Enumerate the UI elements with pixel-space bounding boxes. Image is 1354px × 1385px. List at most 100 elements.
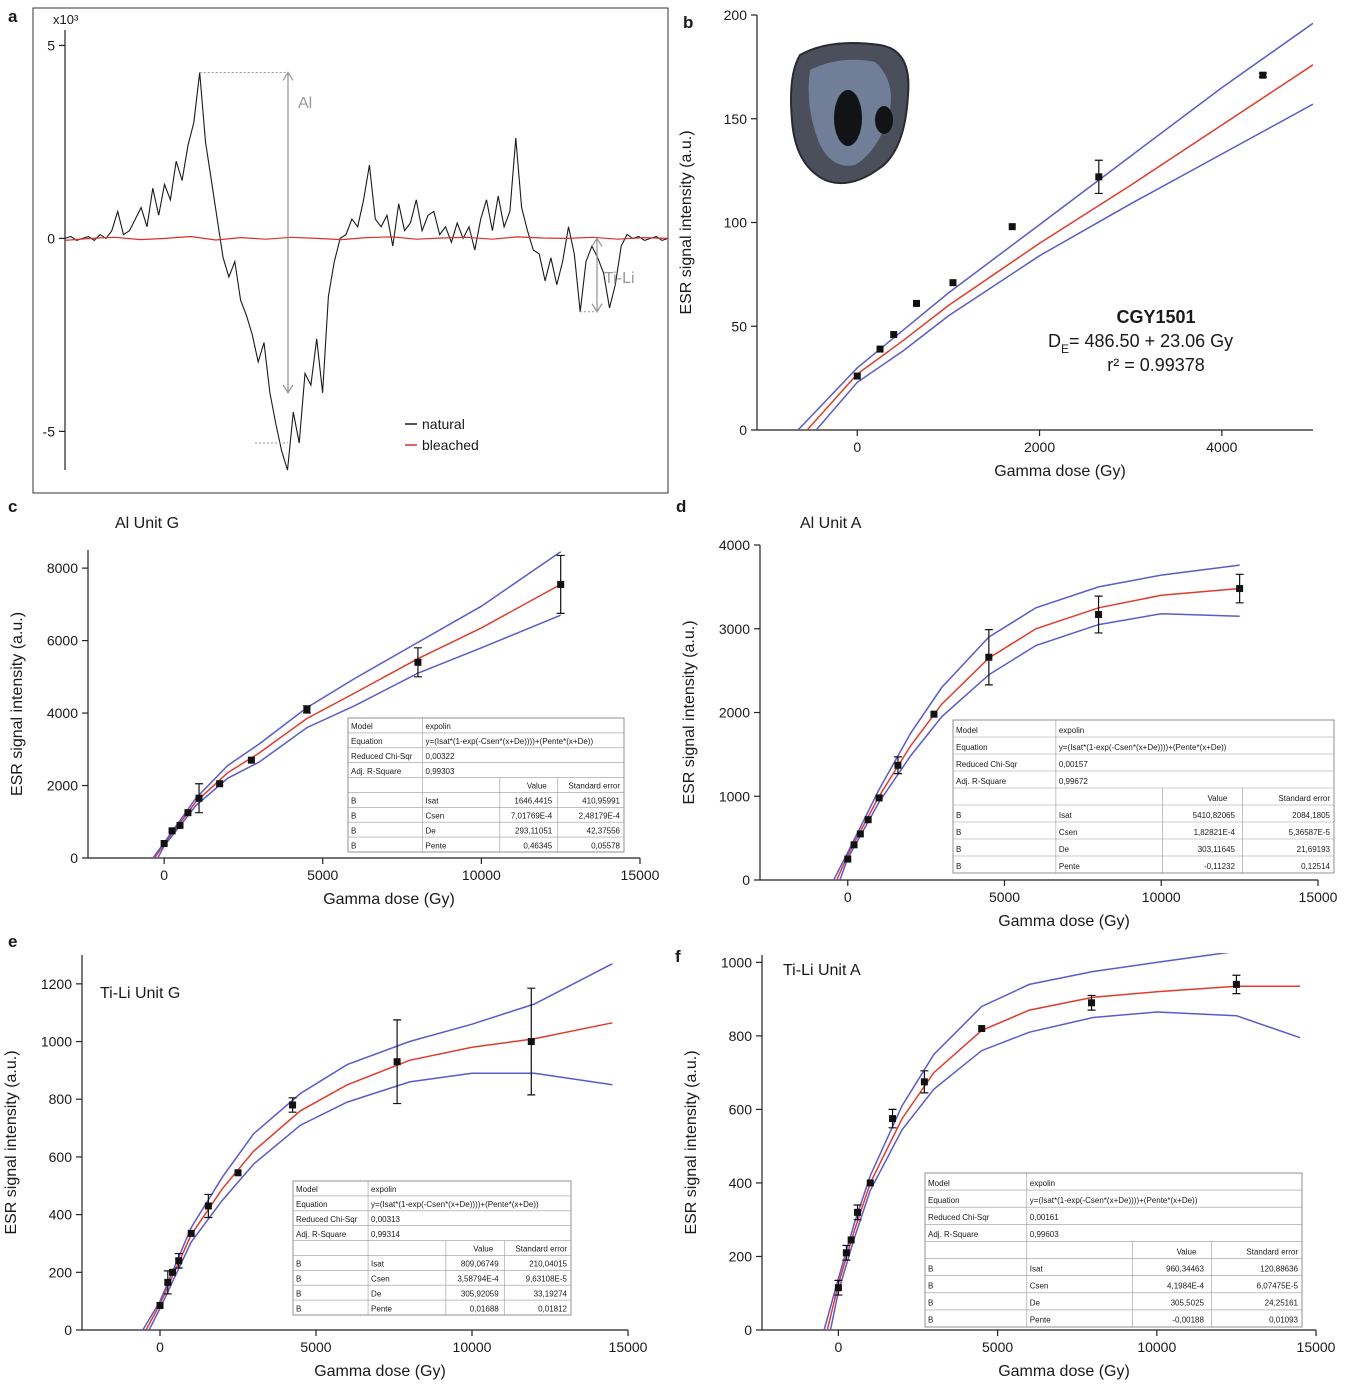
- x-tick-label: 15000: [609, 1339, 648, 1355]
- y-tick-label: 1000: [719, 788, 750, 804]
- table-cell: 0,01093: [1269, 1316, 1298, 1325]
- data-point: [195, 794, 203, 802]
- x-tick-label: 15000: [621, 867, 660, 883]
- table-cell: y=(Isat*(1-exp(-Csen*(x+De))))+(Pente*(x…: [426, 737, 594, 746]
- data-point: [303, 705, 311, 713]
- data-point: [184, 809, 192, 817]
- table-cell: 21,69193: [1297, 845, 1331, 854]
- table-cell: Pente: [426, 841, 447, 850]
- table-cell: 0,00322: [426, 752, 455, 761]
- x-axis-label: Gamma dose (Gy): [314, 1363, 446, 1380]
- legend-label: natural: [422, 416, 465, 432]
- data-point: [1088, 999, 1096, 1007]
- table-cell: 0,46345: [523, 841, 552, 850]
- table-cell: 33,19274: [534, 1289, 568, 1298]
- table-cell: Equation: [956, 743, 988, 752]
- table-cell: expolin: [1030, 1179, 1055, 1188]
- table-header: Standard error: [1278, 794, 1330, 803]
- table-cell: 0,99603: [1030, 1230, 1059, 1239]
- table-cell: 1,82821E-4: [1194, 828, 1236, 837]
- table-cell: B: [296, 1260, 301, 1269]
- table-cell: 42,37556: [587, 826, 621, 835]
- table-cell: De: [1030, 1299, 1041, 1308]
- y-axis-label: ESR signal intensity (a.u.): [678, 130, 695, 314]
- table-cell: B: [928, 1316, 933, 1325]
- table-frame: [924, 1172, 1303, 1328]
- x-axis-label: Gamma dose (Gy): [323, 891, 455, 908]
- panel-letter: c: [8, 497, 17, 516]
- table-header: Standard error: [515, 1245, 567, 1254]
- fit-curve: [823, 953, 1230, 1330]
- data-point: [930, 710, 938, 718]
- x-axis-label: Gamma dose (Gy): [998, 913, 1130, 930]
- panel-letter: a: [8, 7, 18, 26]
- data-point: [920, 1078, 928, 1086]
- panel-letter: d: [676, 497, 686, 516]
- table-cell: 0,12514: [1301, 862, 1330, 871]
- table-frame: [952, 719, 1335, 874]
- y-tick-label: -5: [43, 423, 56, 439]
- table-cell: Csen: [1030, 1282, 1049, 1291]
- fit-curve: [142, 963, 613, 1330]
- data-point: [913, 299, 921, 307]
- table-cell: 0,01688: [470, 1304, 499, 1313]
- spectrum-line: [64, 72, 669, 471]
- fit-curve: [829, 1011, 1301, 1330]
- table-cell: 0,05578: [591, 841, 620, 850]
- panel-title: Al Unit G: [115, 515, 179, 532]
- table-cell: Csen: [426, 812, 445, 821]
- table-cell: 4,1984E-4: [1167, 1282, 1204, 1291]
- fit-curve: [152, 551, 562, 858]
- data-point: [160, 840, 168, 848]
- data-point: [856, 830, 864, 838]
- table-cell: 303,11645: [1198, 845, 1236, 854]
- data-point: [889, 1115, 897, 1123]
- table-cell: 24,25161: [1265, 1299, 1299, 1308]
- fit-table: Model expolin Equation y=(Isat*(1-exp(-Csen…: [952, 719, 1335, 874]
- panel-title: Ti-Li Unit A: [783, 962, 861, 979]
- y-tick-label: 4000: [47, 705, 78, 721]
- data-point: [176, 821, 184, 829]
- data-point: [164, 1278, 172, 1286]
- y-tick-label: 1000: [41, 1034, 72, 1050]
- table-cell: 410,95991: [582, 797, 620, 806]
- fit-curve: [797, 22, 1313, 430]
- de-value: = 486.50 + 23.06 Gy: [1069, 331, 1233, 351]
- y-tick-label: 3000: [719, 621, 750, 637]
- table-cell: Model: [296, 1185, 318, 1194]
- spectrum-line: [64, 235, 669, 241]
- de-result: DE= 486.50 + 23.06 Gy: [1048, 331, 1233, 356]
- y-tick-label: 200: [724, 7, 748, 23]
- table-cell: 9,63108E-5: [526, 1275, 568, 1284]
- x-tick-label: 10000: [1137, 1339, 1176, 1355]
- data-point: [1095, 173, 1103, 181]
- y-tick-label: 8000: [47, 560, 78, 576]
- table-frame: [292, 1180, 572, 1316]
- table-cell: Equation: [928, 1196, 960, 1205]
- table-cell: 305,5025: [1171, 1299, 1205, 1308]
- r-squared: r² = 0.99378: [1107, 355, 1205, 375]
- table-header: Standard error: [1246, 1247, 1298, 1256]
- table-cell: 0,00161: [1030, 1213, 1059, 1222]
- panel-title: Ti-Li Unit G: [100, 985, 180, 1002]
- table-header: Value: [473, 1245, 493, 1254]
- y-tick-label: 150: [724, 111, 748, 127]
- data-point: [876, 345, 884, 353]
- table-cell: 2,48179E-4: [579, 812, 621, 821]
- table-cell: Adj. R-Square: [351, 767, 402, 776]
- table-header: Value: [527, 782, 547, 791]
- al-arrow: [282, 71, 294, 395]
- fit-table: Model expolin Equation y=(Isat*(1-exp(-Csen…: [924, 1172, 1303, 1328]
- x-tick-label: 0: [853, 439, 861, 455]
- y-tick-label: 400: [729, 1175, 753, 1191]
- y-axis-label: ESR signal intensity (a.u.): [9, 612, 26, 796]
- data-point: [234, 1169, 242, 1177]
- x-tick-label: 0: [844, 889, 852, 905]
- data-point: [854, 1208, 862, 1216]
- y-tick-label: 0: [64, 1322, 72, 1338]
- table-cell: 0,99672: [1059, 777, 1088, 786]
- table-cell: 7,01769E-4: [511, 812, 553, 821]
- table-cell: 1646,4415: [514, 797, 552, 806]
- table-cell: B: [956, 828, 961, 837]
